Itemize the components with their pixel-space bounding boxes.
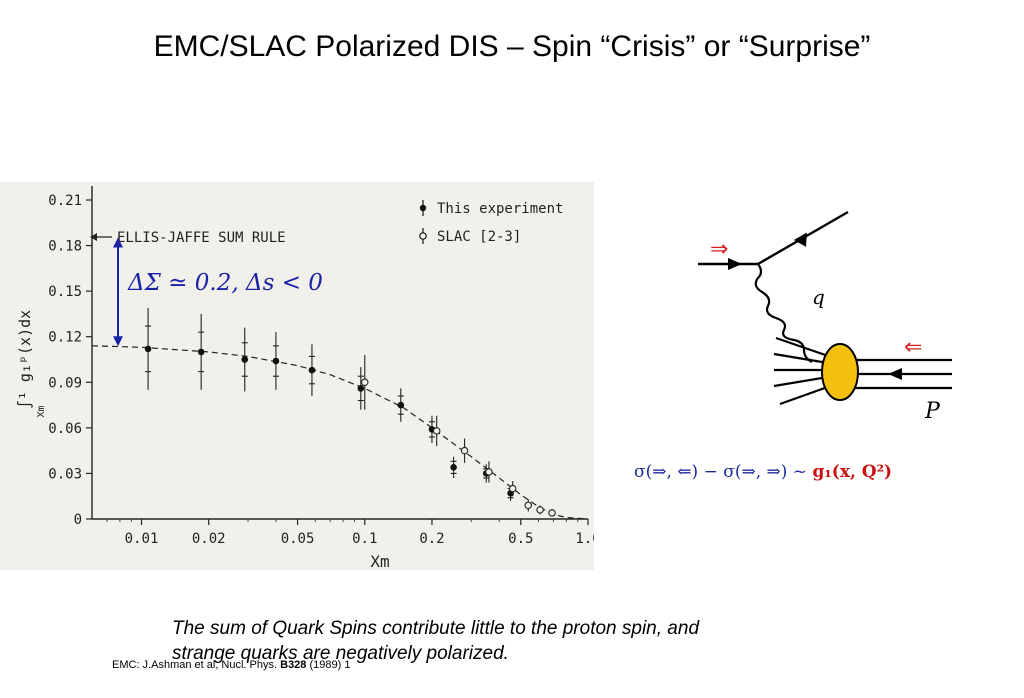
cross-section-rhs: g₁(x, Q²): [812, 462, 893, 482]
x-tick-label: 0.2: [419, 531, 444, 547]
g1-integral-chart: 0 0.03 0.06 0.09 0.12 0.15 0.18 0.21 0.01 0.02 0.0…: [16, 186, 594, 570]
reference-volume: B328: [280, 659, 307, 671]
x-tick-label: 0.01: [125, 531, 159, 547]
y-tick-label: 0.12: [48, 330, 82, 346]
cross-section-formula: σ(⇒, ⇐) − σ(⇒, ⇒) ~ g₁(x, Q²): [634, 462, 892, 482]
reference-prefix: EMC: J.Ashman et al, Nucl. Phys.: [112, 659, 281, 671]
x-tick-label: 0.05: [281, 531, 315, 547]
conclusion-line-1: The sum of Quark Spins contribute little…: [172, 618, 700, 639]
virtual-photon-wave: [754, 263, 813, 363]
chart-panel: 0 0.03 0.06 0.09 0.12 0.15 0.18 0.21 0.01 0.02 0.0…: [0, 182, 594, 671]
y-tick-label: 0.03: [48, 466, 82, 482]
emc-data-point: [144, 345, 152, 353]
x-axis-label: Xm: [370, 552, 389, 570]
y-tick-label: 0.18: [48, 239, 82, 255]
proton-label: P: [924, 399, 941, 424]
emc-data-point: [241, 356, 249, 363]
delta-sigma-formula: ΔΣ ≃ 0.2, Δs < 0: [128, 270, 323, 296]
slac-data-point: [524, 501, 533, 510]
y-tick-label: 0: [74, 512, 82, 528]
emc-data-point: [272, 357, 280, 365]
incoming-lepton-arrowhead: [728, 258, 742, 270]
x-tick-label: 1.0: [575, 531, 594, 547]
outgoing-lepton-arrowhead: [793, 232, 807, 247]
photon-label: q: [812, 285, 825, 309]
reference-citation: EMC: J.Ashman et al, Nucl. Phys. B328 (1…: [112, 659, 350, 671]
reference-suffix: (1989) 1: [306, 659, 351, 671]
x-tick-label: 0.5: [508, 531, 533, 547]
emc-data-point: [357, 385, 365, 392]
emc-data-point: [450, 464, 457, 471]
proton-arrowhead: [888, 368, 902, 380]
slac-data-point: [432, 427, 441, 435]
slac-data-point: [485, 468, 493, 476]
legend-dot-this-experiment: [419, 204, 427, 212]
slac-data-point: [536, 506, 544, 514]
fragment-line: [775, 336, 835, 360]
x-tick-label: 0.1: [352, 531, 377, 547]
beam-spin-arrow: ⇒: [710, 237, 728, 262]
cross-section-lhs: σ(⇒, ⇐) − σ(⇒, ⇒) ~: [634, 462, 813, 482]
slac-data-point: [361, 378, 369, 387]
slac-data-point: [508, 484, 517, 493]
emc-data-point: [308, 366, 316, 374]
y-tick-label: 0.15: [48, 284, 82, 300]
sum-rule-label: ELLIS-JAFFE SUM RULE: [117, 230, 286, 246]
bracket-arrowhead-top: [113, 237, 123, 248]
conclusion-text: The sum of Quark Spins contribute little…: [172, 616, 872, 666]
y-tick-label: 0.21: [48, 193, 82, 209]
dis-diagram: q P ⇒ ⇐: [698, 210, 952, 424]
legend-label-this-experiment: This experiment: [437, 201, 563, 217]
legend-dot-slac: [419, 232, 427, 240]
y-tick-label: 0.06: [48, 421, 82, 437]
emc-data-point: [197, 348, 205, 356]
y-axis-label-sub: Xm: [36, 405, 47, 417]
slide-title: EMC/SLAC Polarized DIS – Spin “Crisis” o…: [153, 30, 871, 63]
y-tick-label: 0.09: [48, 375, 82, 391]
sum-rule-arrowhead: [90, 233, 97, 241]
slac-data-point: [548, 509, 556, 517]
conclusion-line-2: strange quarks are negatively polarized.: [172, 643, 509, 664]
slac-data-point: [460, 446, 469, 455]
emc-data-point: [397, 401, 405, 409]
y-axis-label: ∫¹ g₁ᵖ(x)dx: [16, 310, 34, 409]
interaction-blob: [821, 343, 859, 401]
bracket-arrowhead-bottom: [113, 336, 123, 347]
legend-label-slac: SLAC [2-3]: [437, 229, 521, 245]
x-tick-label: 0.02: [192, 531, 226, 547]
target-spin-arrow: ⇐: [904, 335, 922, 360]
